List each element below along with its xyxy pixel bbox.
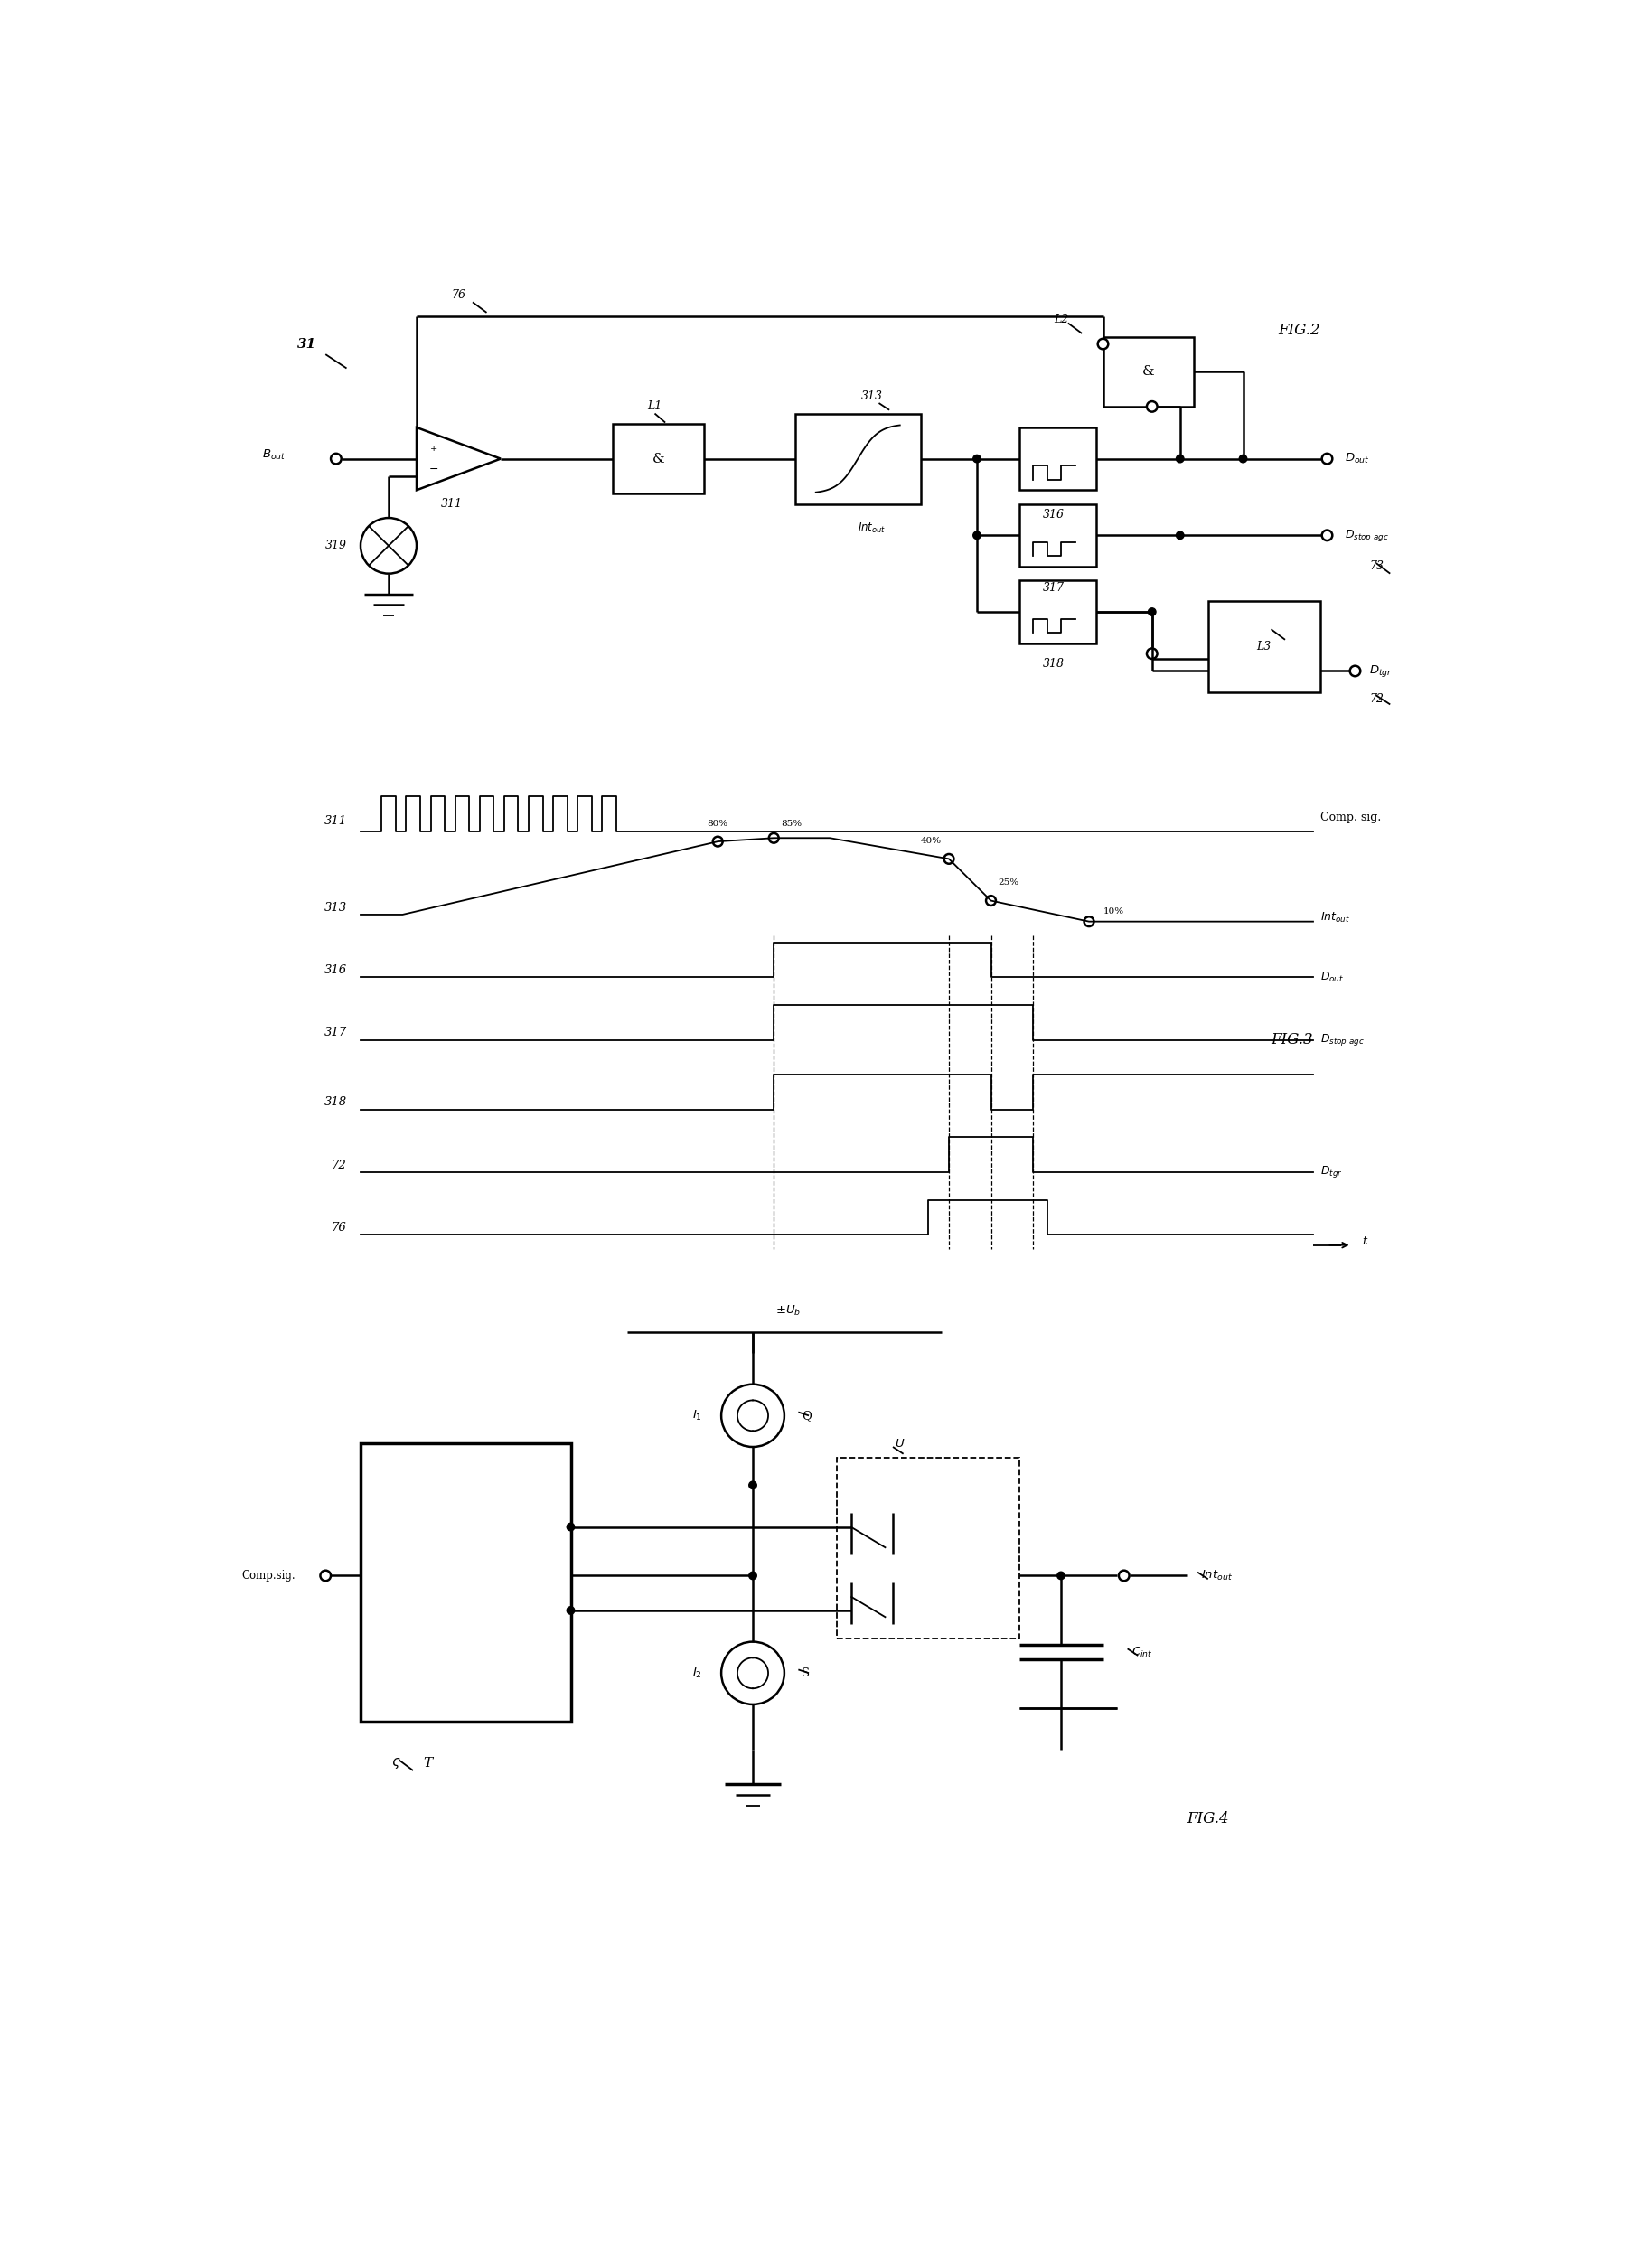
Circle shape	[567, 1607, 575, 1614]
Text: 85%: 85%	[781, 819, 801, 828]
Circle shape	[1057, 1573, 1066, 1580]
Text: 76: 76	[451, 290, 466, 301]
Circle shape	[1176, 455, 1184, 462]
Text: Q: Q	[801, 1410, 811, 1421]
Circle shape	[722, 1385, 785, 1446]
Circle shape	[714, 837, 722, 846]
Circle shape	[1146, 649, 1158, 659]
Circle shape	[1239, 455, 1247, 462]
Text: $D_{tgr}$: $D_{tgr}$	[1320, 1165, 1343, 1179]
Text: $U$: $U$	[895, 1437, 905, 1448]
Bar	[1104, 337, 1194, 407]
Circle shape	[330, 453, 342, 464]
Text: FIG.2: FIG.2	[1279, 321, 1320, 337]
Text: 80%: 80%	[707, 819, 729, 828]
Text: −: −	[430, 464, 439, 475]
Text: &: &	[1143, 364, 1155, 378]
Text: 318: 318	[324, 1098, 347, 1109]
Text: t: t	[1363, 1236, 1366, 1247]
Bar	[1019, 505, 1095, 566]
Circle shape	[320, 1571, 330, 1582]
Bar	[613, 423, 704, 493]
Bar	[838, 1457, 1019, 1638]
Text: L3: L3	[1257, 640, 1272, 652]
Text: 316: 316	[324, 964, 347, 975]
Circle shape	[1097, 339, 1108, 349]
Circle shape	[1084, 917, 1094, 926]
Text: 25%: 25%	[998, 878, 1019, 887]
Text: $Int_{out}$: $Int_{out}$	[1201, 1568, 1232, 1582]
Bar	[795, 414, 920, 505]
Bar	[1208, 602, 1320, 692]
Text: 313: 313	[324, 901, 347, 914]
Text: 76: 76	[332, 1222, 347, 1233]
Text: 313: 313	[861, 389, 882, 403]
Text: $Int_{out}$: $Int_{out}$	[1320, 912, 1350, 926]
Text: FIG.4: FIG.4	[1188, 1813, 1229, 1826]
Circle shape	[748, 1573, 757, 1580]
Text: +: +	[431, 444, 438, 453]
Bar	[1019, 428, 1095, 491]
Text: L1: L1	[648, 401, 662, 412]
Text: 72: 72	[332, 1159, 347, 1170]
Circle shape	[1146, 401, 1158, 412]
Text: $D_{out}$: $D_{out}$	[1320, 971, 1343, 984]
Text: $D_{out}$: $D_{out}$	[1345, 453, 1370, 466]
Text: 10%: 10%	[1104, 907, 1123, 914]
Text: 316: 316	[1042, 509, 1066, 520]
Circle shape	[973, 455, 981, 462]
Text: 72: 72	[1370, 692, 1384, 704]
Circle shape	[360, 518, 416, 573]
Text: T: T	[423, 1758, 433, 1770]
Circle shape	[1322, 530, 1333, 541]
Circle shape	[986, 896, 996, 905]
Text: Comp.sig.: Comp.sig.	[241, 1571, 296, 1582]
Circle shape	[943, 853, 953, 864]
Text: $\pm U_b$: $\pm U_b$	[775, 1303, 801, 1317]
Circle shape	[1322, 453, 1333, 464]
Circle shape	[748, 1482, 757, 1489]
Text: $D_{stop\ agc}$: $D_{stop\ agc}$	[1345, 527, 1389, 543]
Text: 311: 311	[324, 815, 347, 826]
Text: S: S	[801, 1668, 809, 1679]
Bar	[1019, 582, 1095, 643]
Circle shape	[567, 1523, 575, 1530]
Circle shape	[1118, 1571, 1130, 1582]
Text: $I_1$: $I_1$	[692, 1410, 702, 1423]
Text: 311: 311	[441, 498, 463, 509]
Text: FIG.3: FIG.3	[1270, 1032, 1313, 1048]
Text: $\varsigma$: $\varsigma$	[392, 1756, 400, 1770]
Text: 319: 319	[325, 541, 347, 552]
Circle shape	[768, 833, 778, 842]
Circle shape	[1350, 665, 1360, 677]
Text: 318: 318	[1042, 659, 1066, 670]
Text: 31: 31	[297, 337, 317, 351]
Text: 317: 317	[1042, 582, 1066, 593]
Text: $Int_{out}$: $Int_{out}$	[857, 520, 885, 534]
Text: $D_{stop\ agc}$: $D_{stop\ agc}$	[1320, 1032, 1365, 1048]
Text: $D_{tgr}$: $D_{tgr}$	[1370, 663, 1393, 679]
Text: $I_2$: $I_2$	[692, 1666, 702, 1679]
Text: $C_{int}$: $C_{int}$	[1132, 1645, 1153, 1659]
Text: $B_{out}$: $B_{out}$	[263, 448, 286, 462]
Circle shape	[722, 1641, 785, 1704]
Bar	[360, 1444, 570, 1722]
Circle shape	[973, 532, 981, 539]
Text: 317: 317	[324, 1027, 347, 1039]
Text: Comp. sig.: Comp. sig.	[1320, 810, 1381, 824]
Circle shape	[1148, 609, 1156, 616]
Text: L2: L2	[1054, 315, 1069, 326]
Text: 40%: 40%	[922, 837, 942, 844]
Text: 73: 73	[1370, 561, 1384, 573]
Text: &: &	[653, 453, 664, 466]
Circle shape	[1176, 532, 1184, 539]
